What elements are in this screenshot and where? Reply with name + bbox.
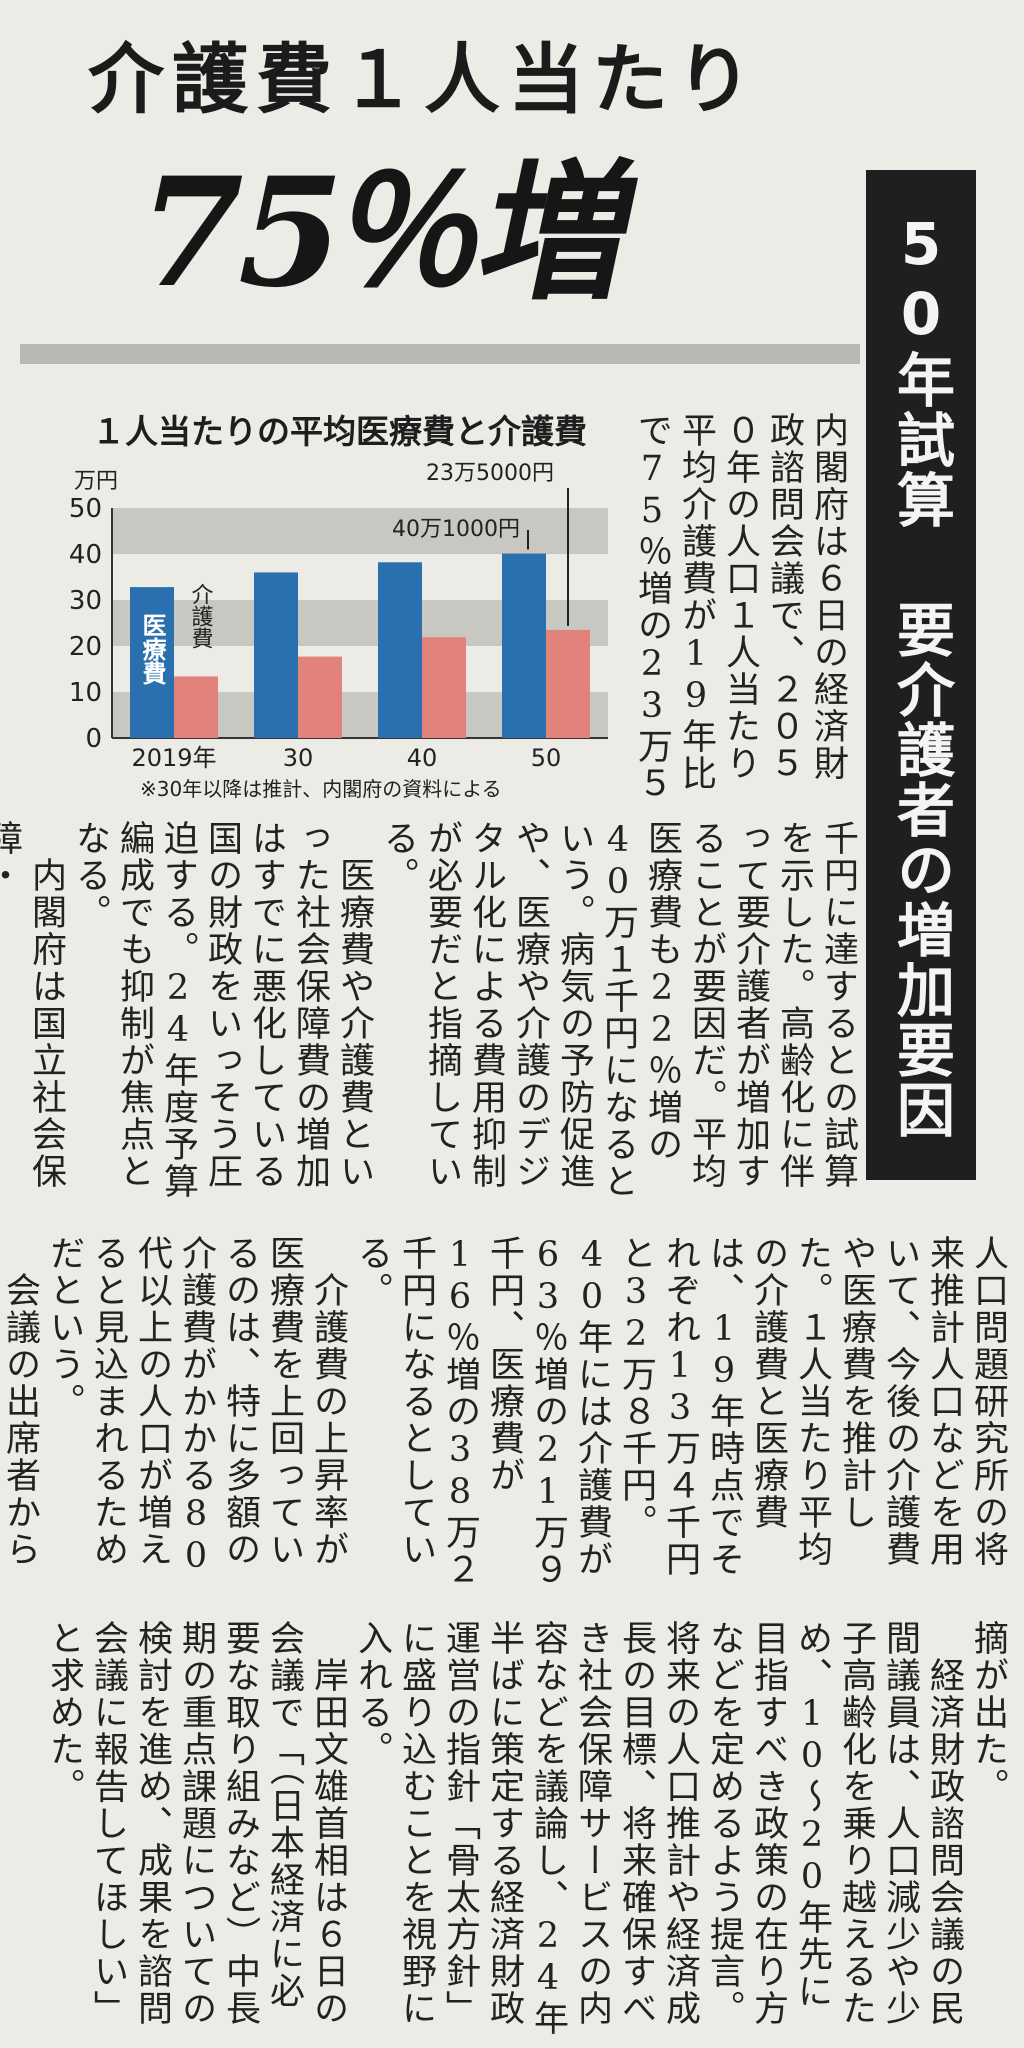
bar-医療費-40 (378, 562, 422, 738)
y-tick-label: 30 (69, 586, 102, 616)
x-tick-label: 30 (283, 744, 314, 772)
grid-band (112, 508, 608, 554)
bar-介護費-2019年 (174, 676, 218, 738)
y-axis-unit: 万円 (74, 469, 118, 494)
bar-介護費-50 (546, 629, 590, 738)
y-tick-label: 50 (69, 494, 102, 524)
legend-kaigohi: 介護費 (188, 583, 214, 649)
y-tick-label: 40 (69, 540, 102, 570)
x-tick-label: 50 (531, 744, 562, 772)
bar-介護費-40 (422, 637, 466, 738)
legend-iryohi: 医療費 (138, 613, 166, 686)
divider-band (20, 344, 860, 364)
y-tick-label: 0 (85, 724, 102, 754)
x-tick-label: 40 (407, 744, 438, 772)
bar-chart: 0 10 20 30 40 50 万円 2019年 30 40 50 ※30年以降は推計、内閣府の資料… (30, 408, 640, 808)
annotation-iryo-2050: 40万1000円 (392, 517, 520, 542)
bar-介護費-30 (298, 656, 342, 738)
bar-医療費-2019年 (130, 587, 174, 738)
article-column-3: 人口問題研究所の将来推計人口などを用いて、今後の介護費や医療費を推計した。１人当… (0, 1235, 1008, 1588)
y-tick-label: 10 (69, 678, 102, 708)
chart-note: ※30年以降は推計、内閣府の資料による (140, 777, 502, 801)
article-column-2: 千円に達するとの試算を示した。高齢化に伴って要介護者が増加することが要因だ。平均… (0, 820, 858, 1200)
x-tick-label: 2019年 (131, 744, 216, 772)
bar-医療費-30 (254, 572, 298, 738)
big-headline: 75％増 (119, 145, 650, 321)
bar-医療費-50 (502, 553, 546, 738)
y-tick-label: 20 (69, 632, 102, 662)
subheadline: 50年試算 要介護者の増加要因 (866, 170, 976, 1180)
article-column-4: 摘が出た。 経済財政諮問会議の民間議員は、人口減少や少子高齢化を乗り越えるため、… (44, 1620, 1008, 2037)
article-column-1: 内閣府は６日の経済財政諮問会議で、２０５０年の人口１人当たり平均介護費が19年比… (632, 412, 848, 802)
headline: 介護費１人当たり (88, 35, 760, 124)
annotation-kaigo-2050: 23万5000円 (426, 461, 554, 486)
chart-title: １人当たりの平均医療費と介護費 (92, 412, 587, 451)
